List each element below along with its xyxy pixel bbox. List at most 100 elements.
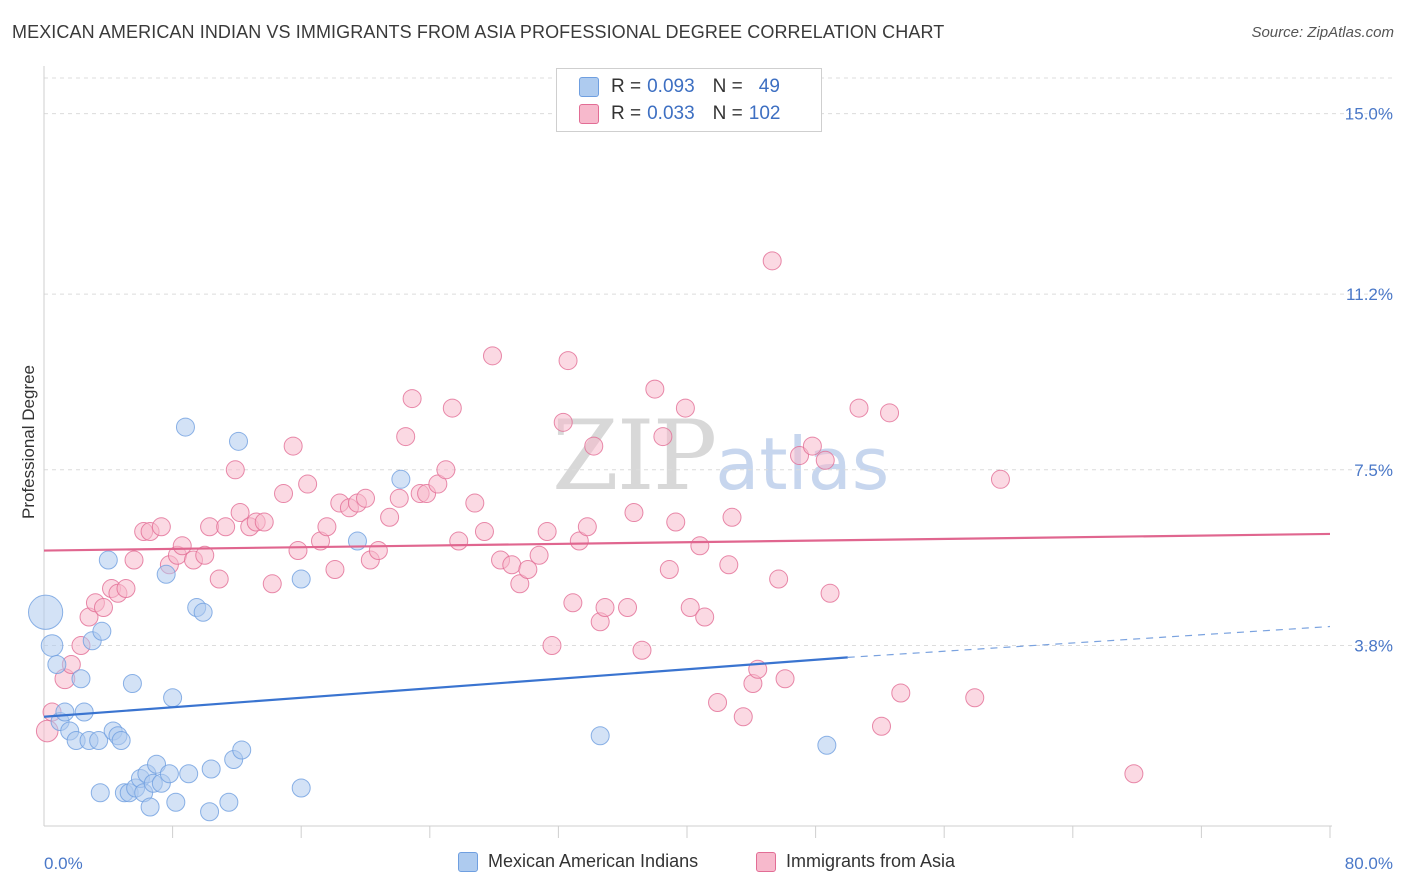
- watermark-zip: ZIP: [552, 400, 717, 512]
- data-point: [71, 669, 91, 689]
- legend-r-label: R =: [611, 76, 642, 97]
- data-point: [790, 446, 810, 466]
- trend-lines: [43, 532, 1331, 718]
- data-point: [802, 436, 822, 456]
- data-point: [815, 450, 835, 470]
- data-point: [762, 251, 782, 271]
- bottom-legend-swatch-pink: [756, 851, 776, 872]
- legend-swatch-pink: [579, 104, 599, 124]
- data-point: [90, 783, 110, 803]
- data-point: [147, 754, 167, 774]
- data-point: [442, 398, 462, 418]
- y-tick-label: 15.0%: [1345, 105, 1393, 124]
- correlation-legend: R = 0.093 N = 49 R = 0.033 N = 102: [556, 68, 822, 132]
- data-point: [482, 346, 502, 366]
- data-point: [28, 594, 64, 630]
- bottom-legend-label: Mexican American Indians: [488, 851, 699, 871]
- y-tick-label: 11.2%: [1346, 285, 1393, 304]
- data-point: [98, 550, 118, 570]
- data-point: [680, 598, 700, 618]
- data-point: [368, 541, 388, 561]
- data-point: [40, 634, 64, 657]
- x-tick-label-max: 80.0%: [1345, 854, 1393, 873]
- data-point: [465, 493, 485, 513]
- axes: [43, 66, 1332, 838]
- data-point: [216, 517, 236, 537]
- data-point: [518, 560, 538, 580]
- data-point: [124, 550, 144, 570]
- data-point: [675, 398, 695, 418]
- data-point: [708, 693, 728, 713]
- axis-labels: 3.8% 7.5% 11.2% 15.0% 0.0% 80.0% Professional …: [19, 105, 1393, 873]
- data-point: [474, 522, 494, 542]
- data-point: [558, 351, 578, 371]
- data-point: [590, 726, 610, 746]
- trend-line-mexican-american-indians: [43, 656, 848, 718]
- data-point: [219, 792, 239, 812]
- data-point: [179, 764, 199, 784]
- data-point: [880, 403, 900, 423]
- data-point: [436, 460, 456, 480]
- source-credit: Source: ZipAtlas.com: [1251, 24, 1394, 41]
- data-point: [891, 683, 911, 703]
- data-point: [428, 474, 448, 494]
- data-point: [356, 488, 375, 508]
- data-point: [733, 707, 753, 727]
- data-point: [55, 702, 75, 722]
- data-point: [449, 531, 469, 551]
- trend-line-immigrants-from-asia: [43, 532, 1331, 552]
- legend-r-value: 0.093: [647, 76, 695, 97]
- data-point: [274, 484, 294, 504]
- data-point: [618, 598, 638, 618]
- data-point: [254, 512, 274, 532]
- legend-row-immigrants-from-asia: R = 0.033 N = 102: [579, 101, 780, 127]
- data-point: [225, 460, 245, 480]
- data-point: [89, 731, 109, 751]
- data-point: [529, 545, 549, 565]
- data-point: [380, 507, 400, 527]
- data-point: [769, 569, 789, 589]
- data-point: [396, 427, 416, 447]
- data-point: [817, 735, 837, 755]
- data-point: [232, 740, 252, 760]
- data-point: [175, 417, 195, 437]
- data-point: [690, 536, 710, 556]
- data-point: [116, 579, 136, 599]
- trend-line-extension: [847, 625, 1331, 659]
- data-point: [172, 536, 192, 556]
- legend-swatch-blue: [579, 77, 599, 97]
- data-point: [563, 593, 583, 613]
- data-point: [209, 569, 229, 589]
- data-point: [317, 517, 337, 537]
- data-point: [291, 569, 311, 589]
- data-point: [391, 469, 411, 489]
- y-axis-title: Professional Degree: [19, 365, 38, 519]
- y-tick-label: 3.8%: [1354, 637, 1393, 656]
- data-point: [291, 778, 311, 798]
- data-point: [722, 507, 742, 527]
- data-point: [584, 436, 604, 456]
- data-point: [201, 759, 221, 779]
- data-point: [510, 574, 530, 594]
- data-point: [298, 474, 318, 494]
- watermark: ZIPatlas: [552, 400, 889, 512]
- data-point: [719, 555, 739, 575]
- data-point: [262, 574, 282, 594]
- data-point: [156, 564, 176, 584]
- gridlines: [44, 77, 1392, 647]
- data-point: [695, 607, 715, 627]
- data-point: [632, 640, 652, 660]
- legend-n-value: 102: [748, 103, 781, 124]
- data-point: [200, 802, 220, 822]
- data-point: [666, 512, 686, 532]
- bottom-legend-label: Immigrants from Asia: [786, 851, 956, 871]
- data-point: [820, 583, 840, 603]
- data-point: [537, 522, 557, 542]
- data-point: [645, 379, 665, 399]
- series-immigrants-from-asia: [35, 251, 1144, 784]
- data-point: [159, 764, 179, 784]
- bottom-legend-immigrants-from-asia: Immigrants from Asia: [756, 851, 955, 872]
- data-point: [200, 517, 220, 537]
- data-point: [872, 716, 892, 736]
